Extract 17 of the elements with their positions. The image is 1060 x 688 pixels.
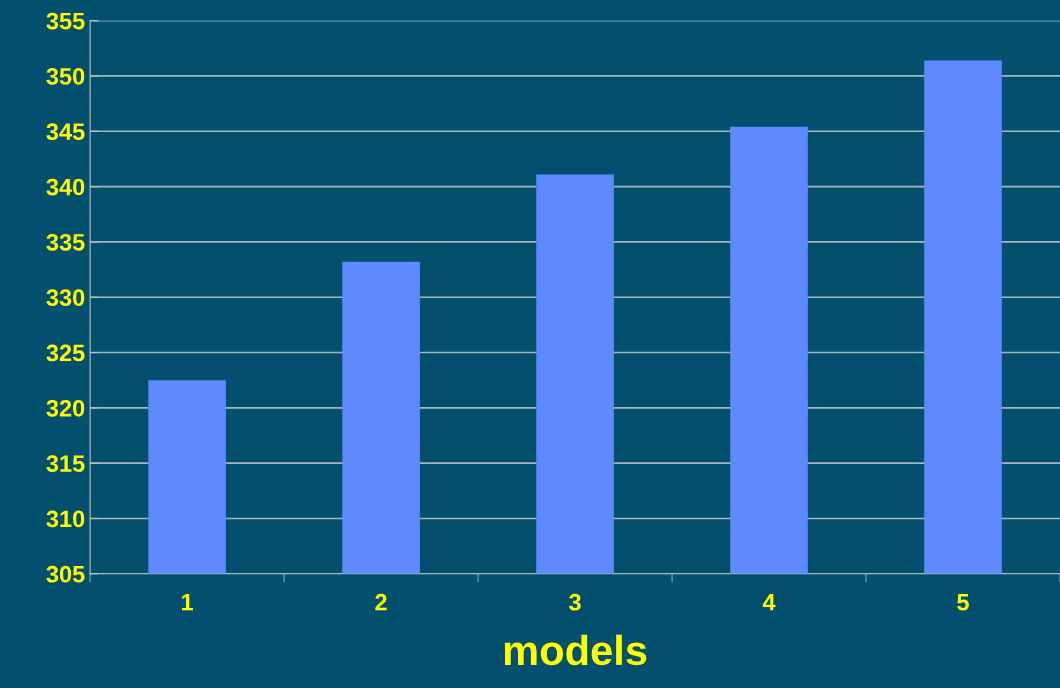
x-axis-title: models: [504, 634, 647, 666]
y-tick-label: 355: [46, 12, 85, 30]
x-tick-label: 5: [957, 594, 969, 611]
y-tick-label: 335: [46, 233, 85, 251]
x-tick-label: 4: [762, 594, 776, 611]
x-tick-label: 1: [182, 594, 193, 611]
x-tick-label: 3: [569, 593, 581, 611]
y-tick-label: 345: [46, 123, 85, 141]
y-tick-label: 320: [46, 399, 85, 417]
y-tick-label: 315: [46, 455, 85, 472]
y-tick-label: 310: [46, 510, 85, 528]
y-tick-label: 340: [46, 178, 85, 196]
y-tick-label: 330: [46, 289, 85, 307]
y-tick-label: 350: [46, 68, 85, 85]
x-tick-label: 2: [375, 593, 387, 611]
y-tick-label: 325: [46, 344, 85, 362]
y-tick-label: 305: [46, 565, 85, 583]
